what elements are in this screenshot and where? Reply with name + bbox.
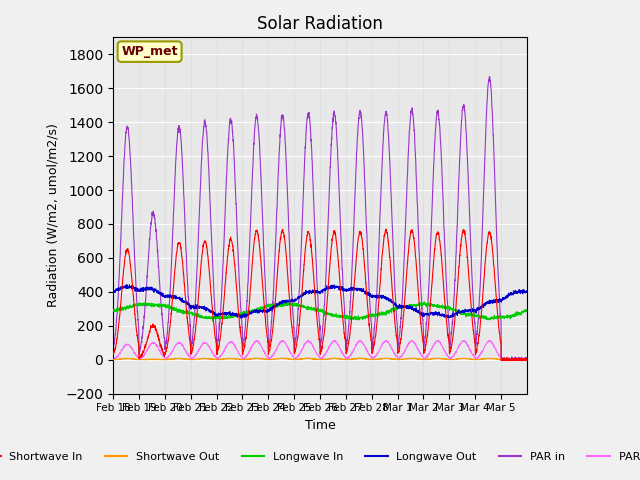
Y-axis label: Radiation (W/m2, umol/m2/s): Radiation (W/m2, umol/m2/s): [47, 123, 60, 307]
X-axis label: Time: Time: [305, 419, 335, 432]
Legend: Shortwave In, Shortwave Out, Longwave In, Longwave Out, PAR in, PAR out: Shortwave In, Shortwave Out, Longwave In…: [0, 447, 640, 467]
Text: WP_met: WP_met: [122, 45, 178, 58]
Title: Solar Radiation: Solar Radiation: [257, 15, 383, 33]
